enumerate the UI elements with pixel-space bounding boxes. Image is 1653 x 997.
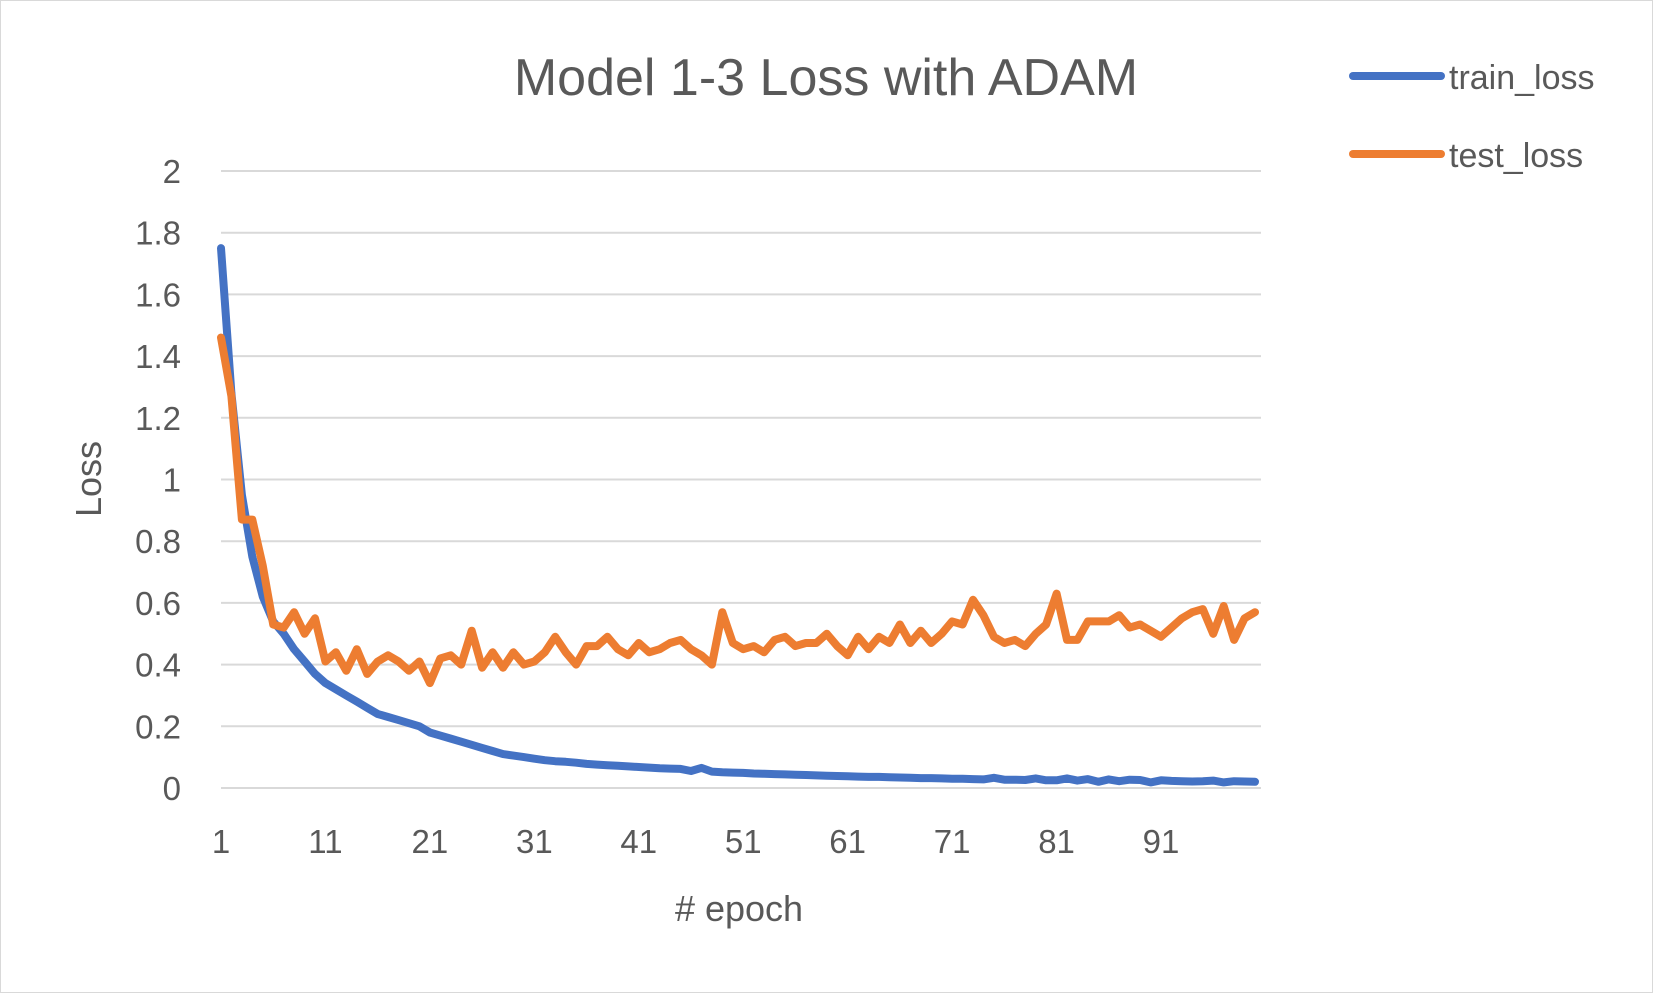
y-tick-label: 1.4 — [135, 338, 181, 375]
legend-label-train-loss: train_loss — [1449, 59, 1595, 97]
y-tick-label: 1.8 — [135, 215, 181, 252]
y-tick-label: 0.2 — [135, 708, 181, 745]
x-axis-ticks: 1 11 21 31 41 51 61 71 81 91 — [212, 823, 1180, 860]
y-tick-label: 0 — [163, 770, 181, 807]
x-tick-label: 31 — [516, 823, 553, 860]
legend-label-test-loss: test_loss — [1449, 137, 1583, 175]
x-tick-label: 91 — [1143, 823, 1180, 860]
x-tick-label: 41 — [620, 823, 657, 860]
x-tick-label: 71 — [934, 823, 971, 860]
y-tick-label: 1 — [163, 462, 181, 499]
y-axis-ticks: 0 0.2 0.4 0.6 0.8 1 1.2 1.4 1.6 1.8 2 — [135, 153, 181, 807]
x-tick-label: 81 — [1038, 823, 1075, 860]
series-lines — [217, 244, 1259, 787]
y-tick-label: 1.2 — [135, 400, 181, 437]
x-tick-label: 21 — [412, 823, 449, 860]
legend: train_loss test_loss — [1349, 59, 1595, 175]
x-tick-label: 51 — [725, 823, 762, 860]
y-tick-label: 0.4 — [135, 647, 181, 684]
y-tick-label: 0.8 — [135, 523, 181, 560]
x-tick-label: 1 — [212, 823, 230, 860]
chart-title: Model 1-3 Loss with ADAM — [514, 49, 1138, 107]
y-axis-label: Loss — [68, 441, 109, 517]
x-tick-label: 61 — [829, 823, 866, 860]
y-tick-label: 0.6 — [135, 585, 181, 622]
x-axis-label: # epoch — [675, 888, 803, 929]
y-tick-label: 1.6 — [135, 276, 181, 313]
gridlines — [221, 170, 1261, 789]
y-tick-label: 2 — [163, 153, 181, 190]
x-tick-label: 11 — [308, 823, 342, 860]
series-line-train-loss — [217, 244, 1259, 787]
series-line-test-loss — [217, 333, 1259, 688]
